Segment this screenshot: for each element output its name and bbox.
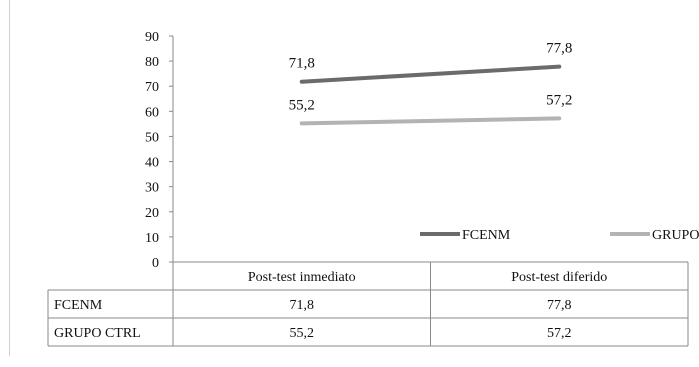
table-series-name: GRUPO CTRL: [54, 326, 141, 341]
data-label: 57,2: [546, 92, 572, 108]
legend-label-0: FCENM: [462, 228, 511, 243]
y-axis: 0 10 20 30 40 50 60 70 80 90: [145, 30, 174, 271]
table-cell-value: 55,2: [290, 326, 315, 341]
series-lines: [299, 64, 562, 126]
data-labels: 71,8 77,8 55,2 57,2: [289, 41, 573, 114]
y-tick-label: 60: [145, 105, 159, 120]
data-label: 77,8: [546, 41, 572, 57]
page-left-border: [9, 0, 10, 356]
y-tick-label: 80: [145, 55, 159, 70]
legend-label-1: GRUPO CTRL: [652, 228, 699, 243]
y-tick-label: 20: [145, 206, 159, 221]
x-category-label: Post-test inmediato: [248, 270, 356, 285]
series-line-0: [299, 64, 562, 84]
x-category-label: Post-test diferido: [511, 270, 607, 285]
table-series-name: FCENM: [54, 298, 103, 313]
data-label: 55,2: [289, 97, 315, 113]
y-tick-label: 0: [152, 256, 159, 271]
y-tick-label: 90: [145, 30, 159, 45]
y-tick-label: 70: [145, 80, 159, 95]
table-cell-value: 77,8: [547, 298, 572, 313]
y-tick-label: 10: [145, 231, 159, 246]
y-tick-label: 40: [145, 156, 159, 171]
table-cell-value: 71,8: [290, 298, 315, 313]
y-tick-label: 30: [145, 181, 159, 196]
y-tick-label: 50: [145, 130, 159, 145]
data-label: 71,8: [289, 56, 315, 72]
data-table: Post-test inmediato Post-test diferido FCE…: [47, 261, 689, 347]
legend: FCENM GRUPO CTRL: [420, 228, 699, 243]
table-cell-value: 57,2: [547, 326, 572, 341]
series-line-1: [299, 116, 562, 126]
